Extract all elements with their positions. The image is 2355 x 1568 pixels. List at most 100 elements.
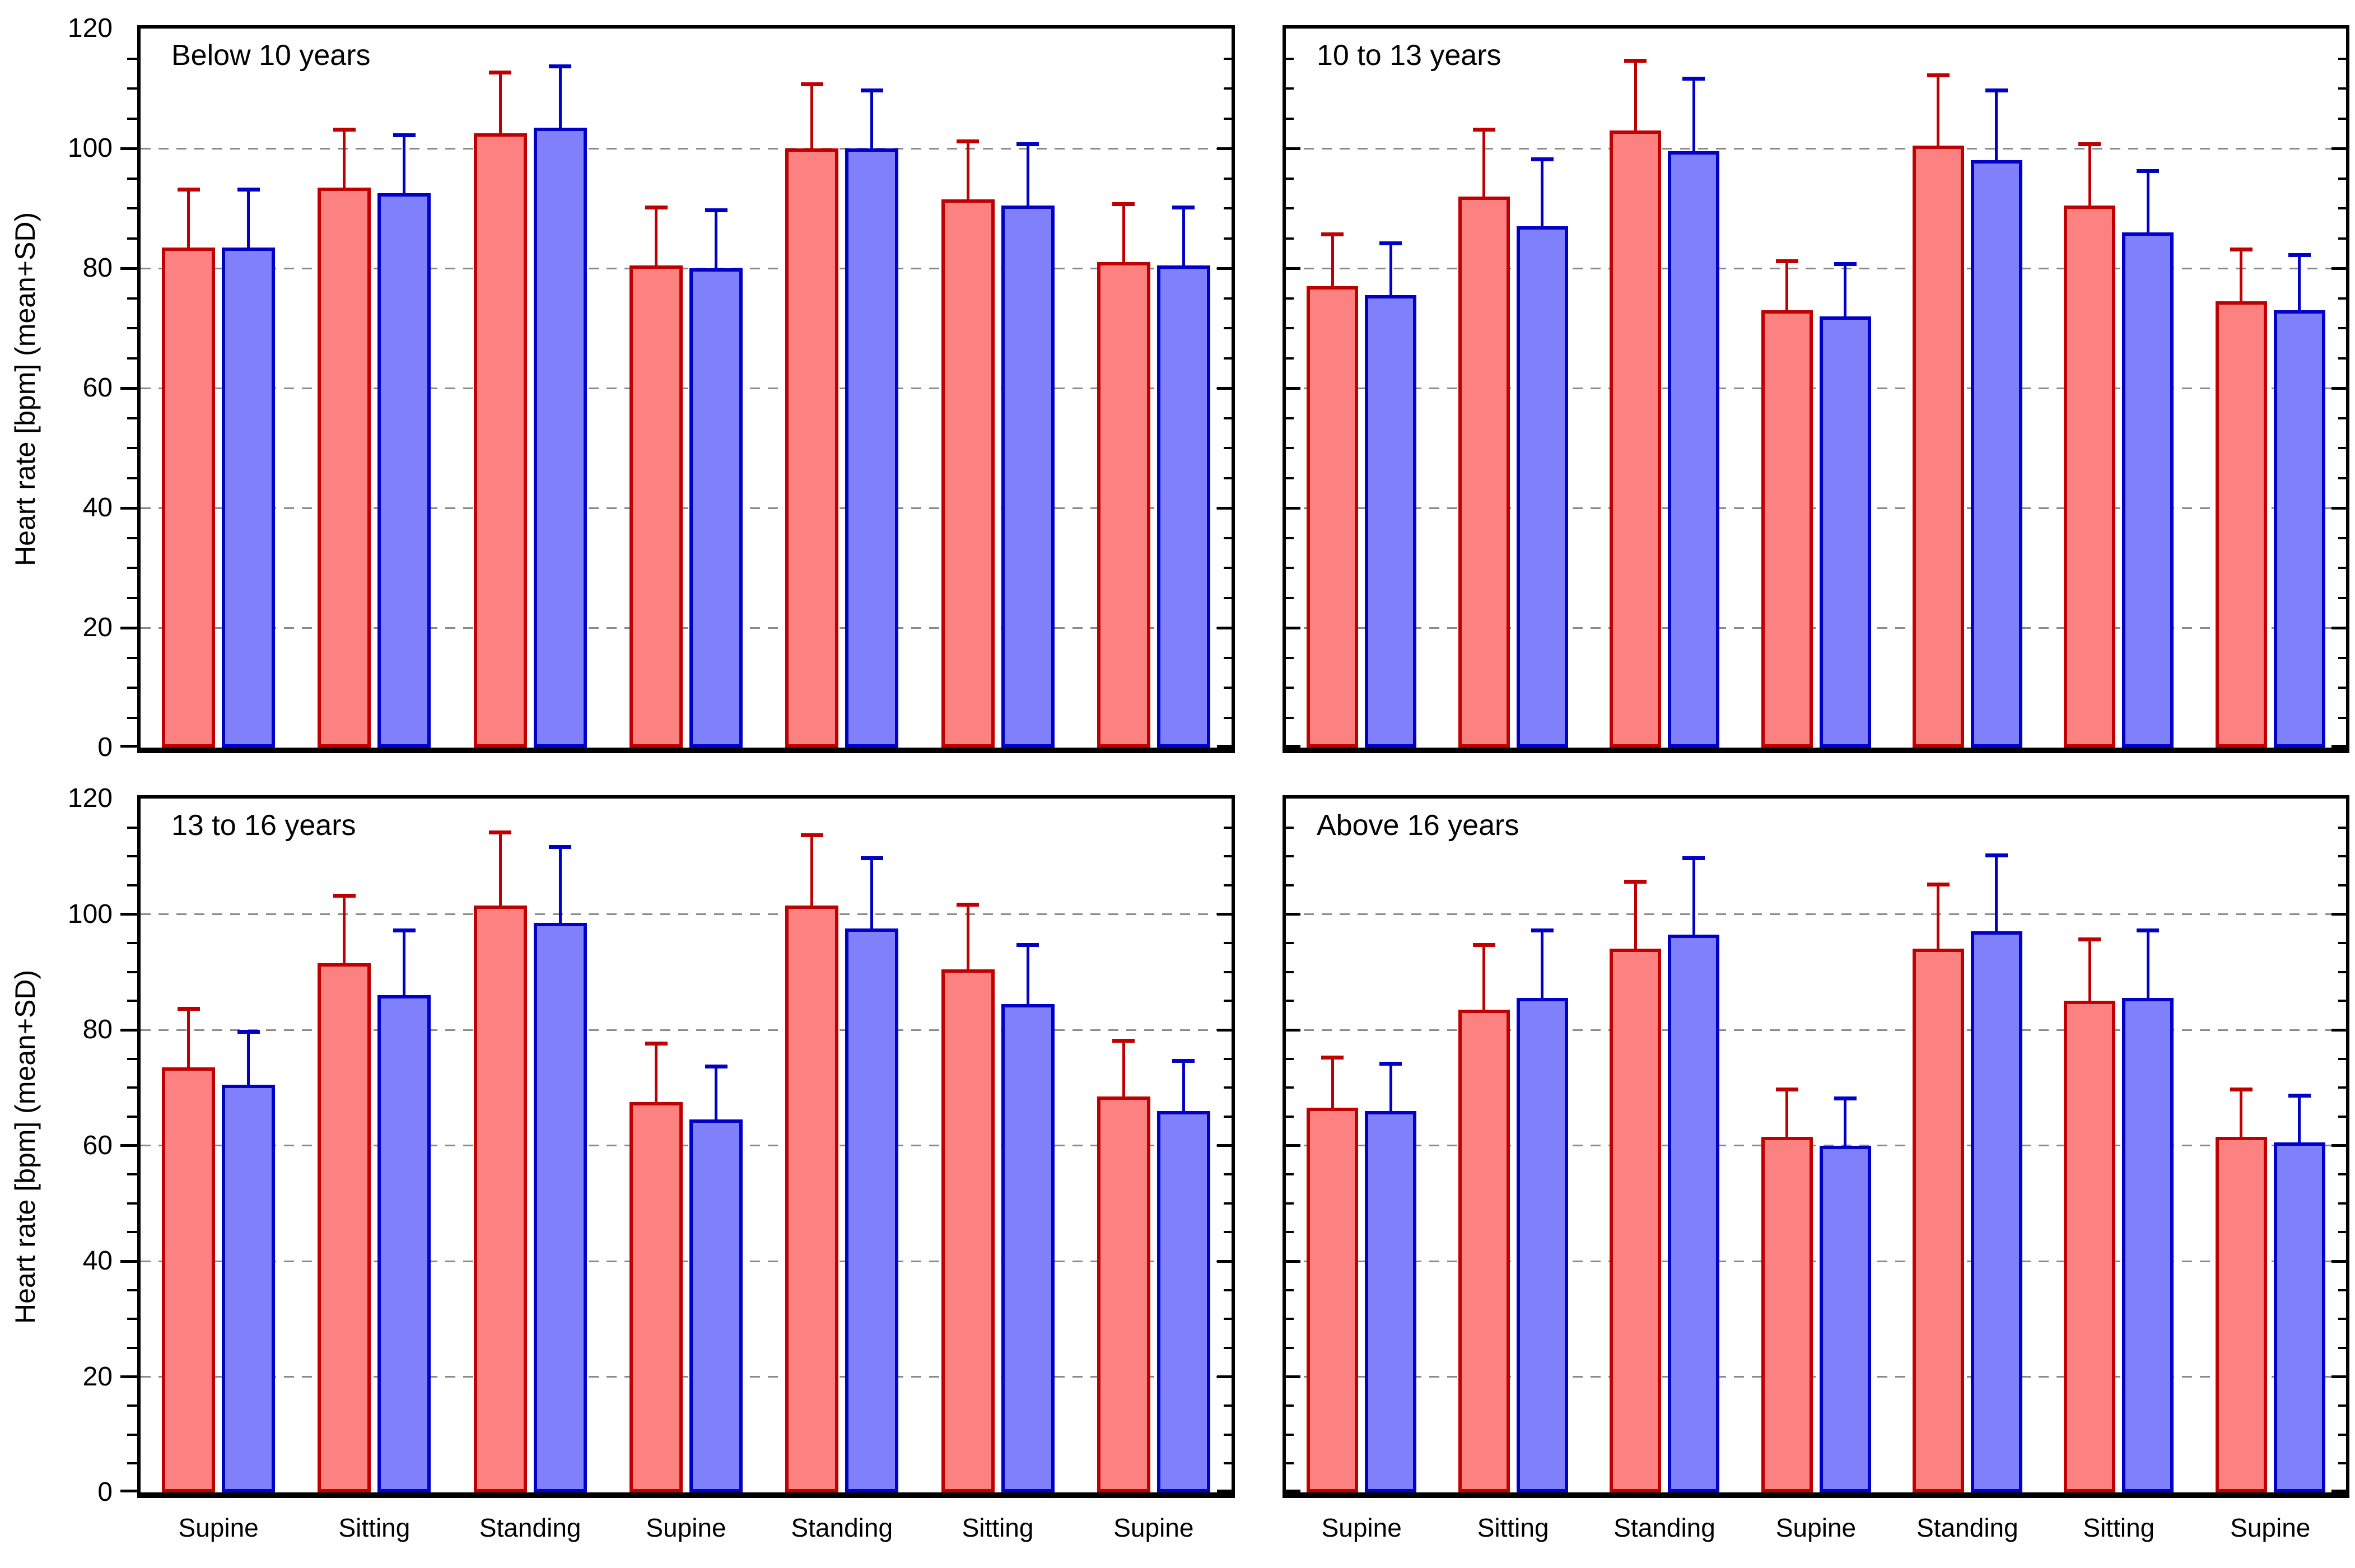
y-tick-minor-110-right bbox=[1224, 855, 1232, 858]
error-bar-blue-3 bbox=[558, 846, 562, 923]
error-cap-blue-4 bbox=[1834, 262, 1857, 267]
y-tick-major-0 bbox=[120, 1490, 137, 1492]
bar-red-1-supine bbox=[1307, 286, 1359, 748]
y-tick-minor-30-right bbox=[1224, 567, 1232, 569]
y-tick-minor-35 bbox=[1286, 536, 1294, 539]
bar-red-1-supine bbox=[162, 247, 216, 748]
y-tick-major-80 bbox=[1286, 1028, 1300, 1032]
y-tick-minor-85-right bbox=[2338, 1000, 2346, 1002]
error-bar-red-1 bbox=[187, 1008, 190, 1068]
error-cap-red-2 bbox=[1472, 127, 1495, 132]
y-tick-minor-110 bbox=[127, 855, 137, 858]
y-tick-minor-105-right bbox=[2338, 117, 2346, 120]
y-tick-minor-105 bbox=[127, 884, 137, 886]
bar-red-6-sitting bbox=[2064, 205, 2116, 748]
y-tick-minor-15-right bbox=[2338, 656, 2346, 659]
bar-red-6-sitting bbox=[941, 969, 995, 1492]
error-bar-blue-1 bbox=[247, 1032, 250, 1085]
y-tick-major-0 bbox=[1286, 745, 1300, 748]
y-tick-label-0: 0 bbox=[97, 732, 113, 762]
error-cap-red-2 bbox=[333, 894, 356, 898]
gridline-40 bbox=[141, 1260, 1232, 1262]
error-bar-blue-4 bbox=[715, 210, 717, 268]
error-cap-red-1 bbox=[177, 1006, 200, 1011]
y-tick-minor-50 bbox=[1286, 1202, 1294, 1205]
y-tick-minor-10-right bbox=[1224, 1433, 1232, 1436]
y-tick-minor-30-right bbox=[2338, 1318, 2346, 1320]
y-tick-minor-30-right bbox=[1224, 1318, 1232, 1320]
y-tick-minor-15-right bbox=[1224, 1404, 1232, 1407]
error-cap-red-6 bbox=[957, 139, 980, 143]
error-cap-red-7 bbox=[1112, 1038, 1135, 1043]
y-tick-minor-5-right bbox=[2338, 1462, 2346, 1465]
y-tick-minor-35 bbox=[1286, 1289, 1294, 1291]
y-tick-major-40 bbox=[1286, 1259, 1300, 1263]
error-bar-blue-7 bbox=[2298, 255, 2301, 310]
bar-red-3-standing bbox=[1610, 949, 1662, 1492]
y-tick-minor-65 bbox=[127, 1115, 137, 1118]
bar-red-7-supine bbox=[2215, 1137, 2267, 1492]
y-tick-major-80-right bbox=[2331, 1028, 2346, 1032]
x-category-label-supine-1: Supine bbox=[1321, 1513, 1402, 1542]
panel-below-10-years: 0 20 40 60 80 100 120 Below 10 years bbox=[68, 14, 1235, 762]
bar-blue-1-supine bbox=[222, 247, 276, 748]
gridline-80 bbox=[1286, 1029, 2346, 1031]
error-bar-red-6 bbox=[966, 141, 969, 199]
error-bar-blue-6 bbox=[2146, 171, 2149, 232]
y-tick-minor-110-right bbox=[2338, 87, 2346, 90]
y-tick-label-120: 120 bbox=[67, 783, 113, 813]
error-cap-red-5 bbox=[1927, 73, 1950, 78]
y-tick-major-100 bbox=[1286, 913, 1300, 916]
y-tick-major-0-right bbox=[2331, 1490, 2346, 1492]
error-bar-red-4 bbox=[655, 1043, 657, 1103]
y-tick-minor-95-right bbox=[1224, 942, 1232, 945]
bar-blue-1-supine bbox=[222, 1085, 276, 1492]
gridline-60 bbox=[141, 1145, 1232, 1146]
error-cap-blue-4 bbox=[1834, 1096, 1857, 1100]
y-tick-minor-75-right bbox=[1224, 1057, 1232, 1060]
y-tick-major-60 bbox=[120, 1144, 137, 1147]
error-cap-red-3 bbox=[489, 70, 512, 74]
error-cap-blue-1 bbox=[237, 187, 260, 192]
x-category-label-sitting-2: Sitting bbox=[338, 1513, 411, 1542]
error-bar-blue-7 bbox=[1182, 207, 1185, 265]
y-tick-minor-50-right bbox=[2338, 447, 2346, 449]
y-tick-minor-75-right bbox=[2338, 297, 2346, 300]
y-tick-minor-10 bbox=[127, 1433, 137, 1436]
y-tick-major-0 bbox=[1286, 1490, 1300, 1492]
error-bar-blue-1 bbox=[1389, 242, 1392, 296]
y-tick-major-60-right bbox=[1217, 386, 1232, 390]
y-tick-label-0: 0 bbox=[97, 1477, 113, 1507]
y-tick-label-60: 60 bbox=[82, 373, 113, 403]
y-tick-minor-35-right bbox=[2338, 1289, 2346, 1291]
y-tick-minor-115 bbox=[1286, 57, 1294, 60]
y-tick-minor-45 bbox=[1286, 477, 1294, 479]
y-tick-label-20: 20 bbox=[82, 613, 113, 642]
y-tick-minor-30 bbox=[1286, 567, 1294, 569]
y-tick-minor-70-right bbox=[1224, 1086, 1232, 1089]
y-tick-major-20 bbox=[1286, 1375, 1300, 1378]
y-tick-minor-15 bbox=[127, 656, 137, 659]
bar-red-2-sitting bbox=[1458, 196, 1510, 748]
bar-blue-7-supine bbox=[2273, 310, 2325, 748]
y-tick-minor-25-right bbox=[2338, 596, 2346, 599]
y-tick-minor-50 bbox=[127, 1202, 137, 1205]
y-tick-major-100 bbox=[1286, 147, 1300, 150]
y-tick-label-100: 100 bbox=[67, 133, 113, 163]
x-category-label-supine-4: Supine bbox=[1775, 1513, 1857, 1542]
y-tick-minor-65 bbox=[1286, 357, 1294, 360]
error-cap-red-6 bbox=[2078, 142, 2101, 147]
y-tick-major-60 bbox=[120, 386, 137, 390]
gridline-20 bbox=[141, 627, 1232, 629]
y-tick-minor-70 bbox=[1286, 327, 1294, 329]
y-tick-minor-45-right bbox=[1224, 477, 1232, 479]
y-tick-label-100: 100 bbox=[67, 899, 113, 929]
error-cap-blue-4 bbox=[705, 208, 728, 212]
y-tick-minor-85 bbox=[1286, 237, 1294, 240]
bar-red-4-supine bbox=[1761, 310, 1813, 748]
error-cap-blue-3 bbox=[1682, 856, 1705, 861]
error-bar-red-1 bbox=[187, 189, 190, 248]
error-bar-red-6 bbox=[2088, 939, 2091, 1001]
y-tick-minor-5 bbox=[127, 716, 137, 719]
y-tick-minor-105-right bbox=[2338, 884, 2346, 886]
